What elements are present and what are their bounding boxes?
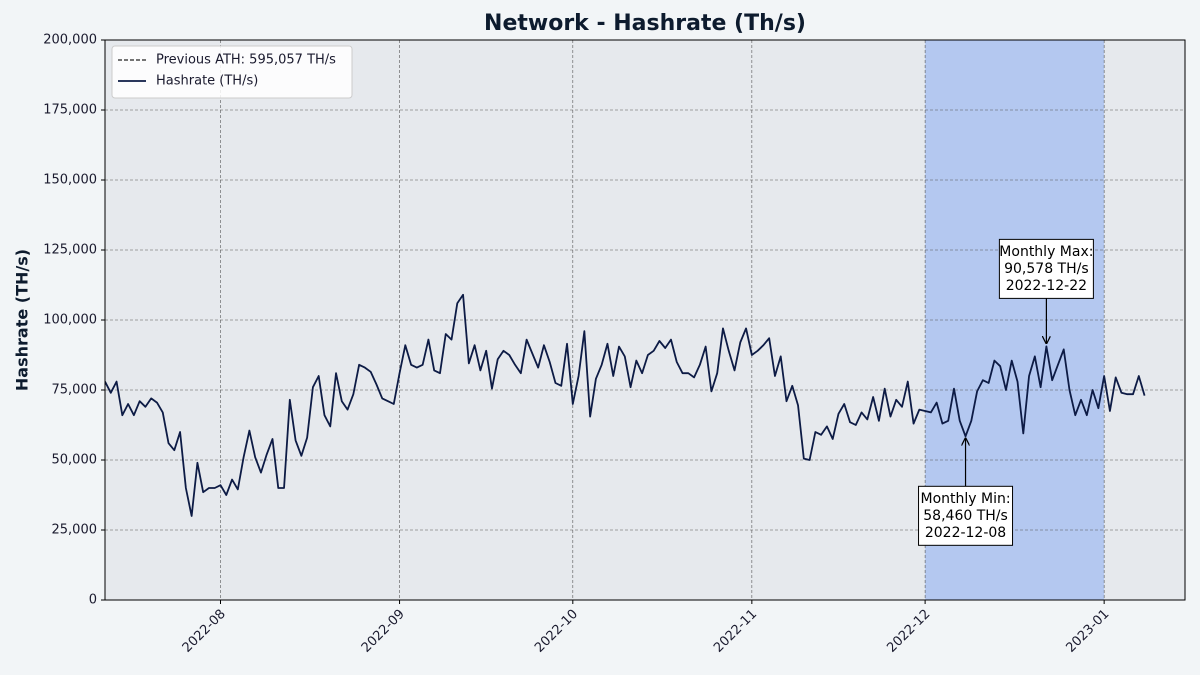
y-tick-label: 125,000 [43,243,97,258]
y-tick-label: 100,000 [43,313,97,328]
annotation-box [998,238,1094,299]
y-tick-label: 200,000 [43,33,97,48]
legend-box [111,45,353,99]
legend-label: Hashrate (TH/s) [156,74,258,89]
y-tick-label: 25,000 [52,523,98,538]
legend-label: Previous ATH: 595,057 TH/s [156,53,336,68]
y-axis-label: Hashrate (TH/s) [13,249,32,391]
y-tick-label: 75,000 [52,383,98,398]
y-tick-label: 0 [89,593,97,608]
x-tick-label: 2022-12 [884,607,933,656]
annotation-text: Monthly Max: [999,244,1093,260]
annotation-text: 2022-12-08 [925,525,1006,541]
y-tick-label: 175,000 [43,103,97,118]
y-tick-label: 50,000 [52,453,98,468]
annotation-text: 2022-12-22 [1006,278,1087,294]
x-tick-label: 2022-11 [711,607,760,656]
x-tick-label: 2022-08 [180,607,229,656]
plot-content [105,293,1146,517]
line-series [105,293,1146,517]
x-tick-label: 2022-10 [532,607,581,656]
annotation-text: Monthly Min: [920,491,1010,507]
annotation-text: 58,460 TH/s [923,508,1008,524]
plot-frame [104,39,1186,601]
annotation-text: 90,578 TH/s [1004,261,1089,277]
chart-title: Network - Hashrate (Th/s) [484,11,806,36]
x-tick-label: 2022-09 [359,607,408,656]
y-tick-label: 150,000 [43,173,97,188]
annotation-box [918,485,1014,546]
x-tick-label: 2023-01 [1063,607,1112,656]
